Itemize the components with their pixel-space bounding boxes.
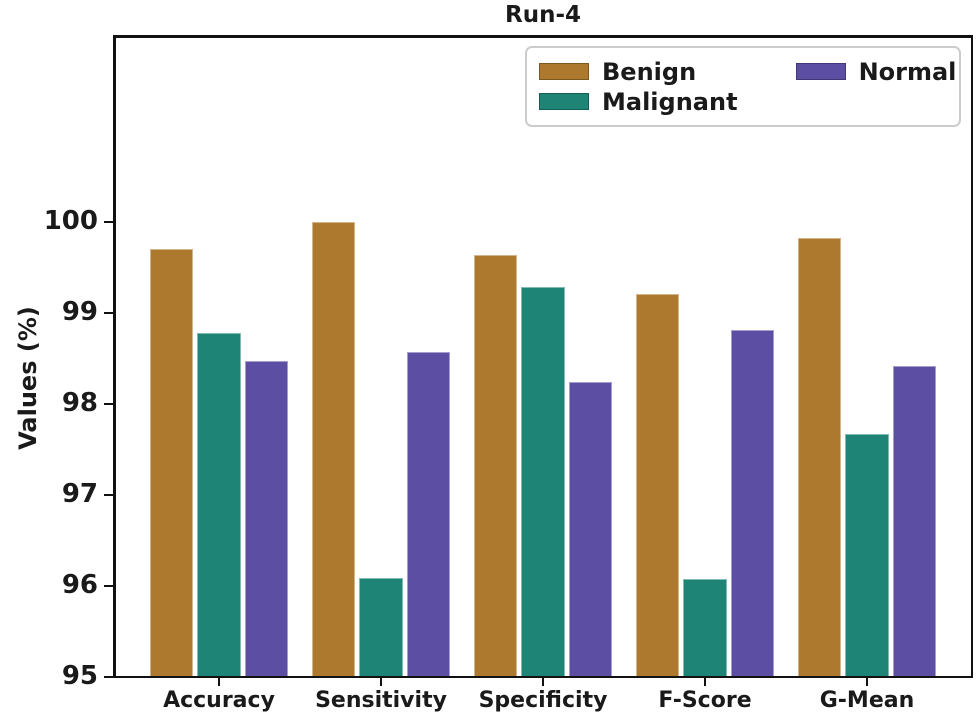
axis-spine-top [113,35,973,38]
plot-area [113,35,973,677]
x-tick-mark [865,677,869,686]
y-tick-label: 98 [61,388,98,418]
y-axis-label: Values (%) [14,306,42,450]
bar-benign-g-mean [797,238,842,677]
y-tick-mark [104,402,113,406]
bar-benign-sensitivity [311,222,356,677]
bar-benign-accuracy [149,249,194,677]
legend-swatch-malignant [539,93,589,110]
bar-normal-f-score [730,330,775,677]
legend-label-malignant: Malignant [602,87,738,116]
bar-normal-specificity [568,382,613,677]
x-tick-label-sensitivity: Sensitivity [315,688,447,713]
legend-item-normal: Normal [795,57,957,86]
legend-swatch-benign [539,63,589,80]
axis-spine-bottom [113,675,973,678]
bar-malignant-sensitivity [359,577,403,677]
y-tick-mark [104,493,113,497]
legend-label-benign: Benign [602,57,697,86]
x-tick-label-specificity: Specificity [478,688,608,713]
y-tick-label: 97 [61,479,98,509]
legend-label-normal: Normal [858,57,957,86]
bar-benign-specificity [473,254,518,677]
x-tick-mark [703,677,707,686]
bar-malignant-accuracy [197,333,241,677]
bar-normal-accuracy [244,361,289,677]
y-tick-label: 96 [61,570,98,600]
x-tick-mark [379,677,383,686]
legend-swatch-normal [795,63,846,80]
axis-spine-right [970,35,973,678]
axis-spine-left [113,35,116,678]
y-tick-label: 100 [43,206,98,236]
legend-item-benign: Benign [539,58,738,86]
chart-title: Run-4 [504,2,581,28]
bar-normal-g-mean [892,365,937,677]
x-tick-label-f-score: F-Score [658,688,752,713]
bar-benign-f-score [635,293,680,677]
bar-malignant-f-score [683,578,727,677]
y-tick-label: 95 [61,661,98,691]
x-tick-label-accuracy: Accuracy [163,688,275,713]
x-tick-mark [217,677,221,686]
y-tick-mark [104,220,113,224]
legend-item-malignant: Malignant [539,88,738,116]
x-tick-mark [541,677,545,686]
y-tick-mark [104,584,113,588]
y-tick-mark [104,675,113,679]
bar-normal-sensitivity [406,352,451,677]
y-tick-label: 99 [61,297,98,327]
y-tick-mark [104,311,113,315]
x-tick-label-g-mean: G-Mean [819,688,915,713]
chart-legend: Benign Malignant Normal [525,46,961,127]
bar-malignant-specificity [521,286,565,677]
bar-malignant-g-mean [845,434,889,677]
